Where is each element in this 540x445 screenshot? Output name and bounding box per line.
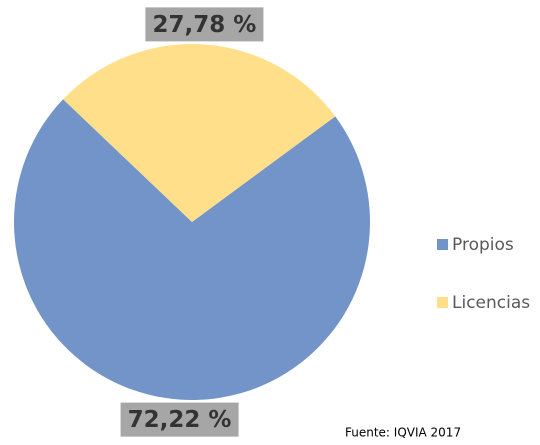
pie-slice — [63, 43, 336, 223]
legend-swatch — [437, 239, 448, 250]
source-note: Fuente: IQVIA 2017 — [345, 426, 461, 440]
value-label-bg — [145, 7, 264, 42]
legend-label: Propios — [452, 235, 514, 255]
legend-label: Licencias — [452, 293, 530, 313]
value-label: 27,78 % — [153, 12, 257, 38]
value-label-bg — [120, 402, 239, 437]
legend-swatch — [437, 297, 448, 308]
value-label: 72,22 % — [128, 407, 232, 433]
pie-slice — [13, 99, 370, 400]
